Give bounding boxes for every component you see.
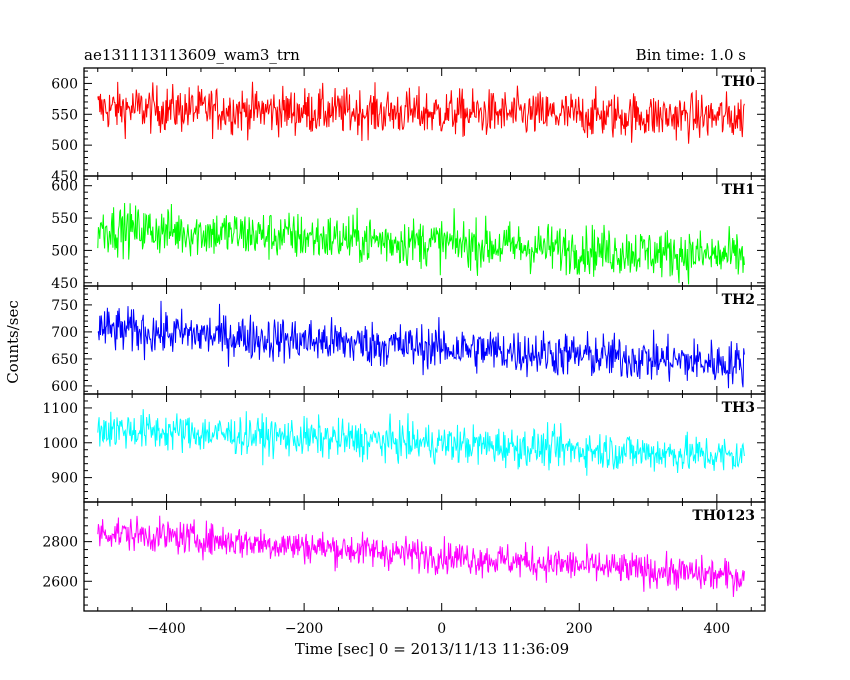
panel-label-th0123: TH0123 (692, 508, 755, 524)
x-axis-label: Time [sec] 0 = 2013/11/13 11:36:09 (295, 640, 569, 658)
y-tick-label: 600 (51, 179, 78, 195)
series-line-th2 (97, 300, 745, 389)
panel-th0: 450 500 550 600 TH0 (51, 67, 766, 185)
panel-label-th2: TH2 (722, 292, 755, 308)
y-axis-label: Counts/sec (4, 300, 22, 384)
panel-frame (83, 285, 766, 395)
y-tick-label: 550 (51, 107, 78, 123)
panel-label-th1: TH1 (722, 182, 755, 198)
panel-label-th0: TH0 (722, 74, 756, 90)
panel-frame (83, 175, 766, 287)
y-tick-label: 500 (51, 243, 78, 259)
panel-frame (83, 501, 766, 612)
x-tick-label: −200 (285, 621, 323, 637)
panel-th0123: 2600 2800 TH0123 (42, 501, 766, 612)
series-line-th0123 (97, 515, 745, 598)
y-tick-label: 600 (51, 379, 78, 395)
x-tick-label: 200 (566, 621, 593, 637)
y-tick-label: 500 (51, 138, 78, 154)
chart-title: ae131113113609_wam3_trn (84, 46, 300, 64)
series-line-th1 (97, 202, 745, 285)
y-tick-label: 450 (51, 169, 78, 185)
y-tick-label: 2600 (42, 574, 78, 590)
x-tick-label: 400 (703, 621, 730, 637)
y-tick-label: 600 (51, 76, 78, 92)
y-tick-label: 2800 (42, 535, 78, 551)
y-tick-label: 450 (51, 276, 78, 292)
panel-label-th3: TH3 (722, 400, 755, 416)
y-tick-label: 1100 (42, 401, 78, 417)
panel-th1: 450 500 550 600 TH1 (51, 175, 766, 292)
panel-th3: 900 1000 1100 TH3 (42, 393, 766, 503)
x-tick-label: −400 (147, 621, 185, 637)
bin-time-label: Bin time: 1.0 s (636, 46, 746, 64)
y-tick-label: 650 (51, 352, 78, 368)
x-tick-label: 0 (437, 621, 446, 637)
y-tick-label: 900 (51, 471, 78, 487)
panel-frame (83, 393, 766, 503)
y-tick-label: 1000 (42, 436, 78, 452)
panels-group: 450 500 550 600 TH0 450 500 550 600 TH1 600 650 700 7… (42, 67, 766, 637)
series-line-th0 (97, 81, 745, 144)
y-tick-label: 550 (51, 211, 78, 227)
series-line-th3 (97, 409, 745, 476)
y-tick-label: 700 (51, 325, 78, 341)
y-tick-label: 750 (51, 298, 78, 314)
panel-th2: 600 650 700 750 TH2 (51, 285, 766, 395)
